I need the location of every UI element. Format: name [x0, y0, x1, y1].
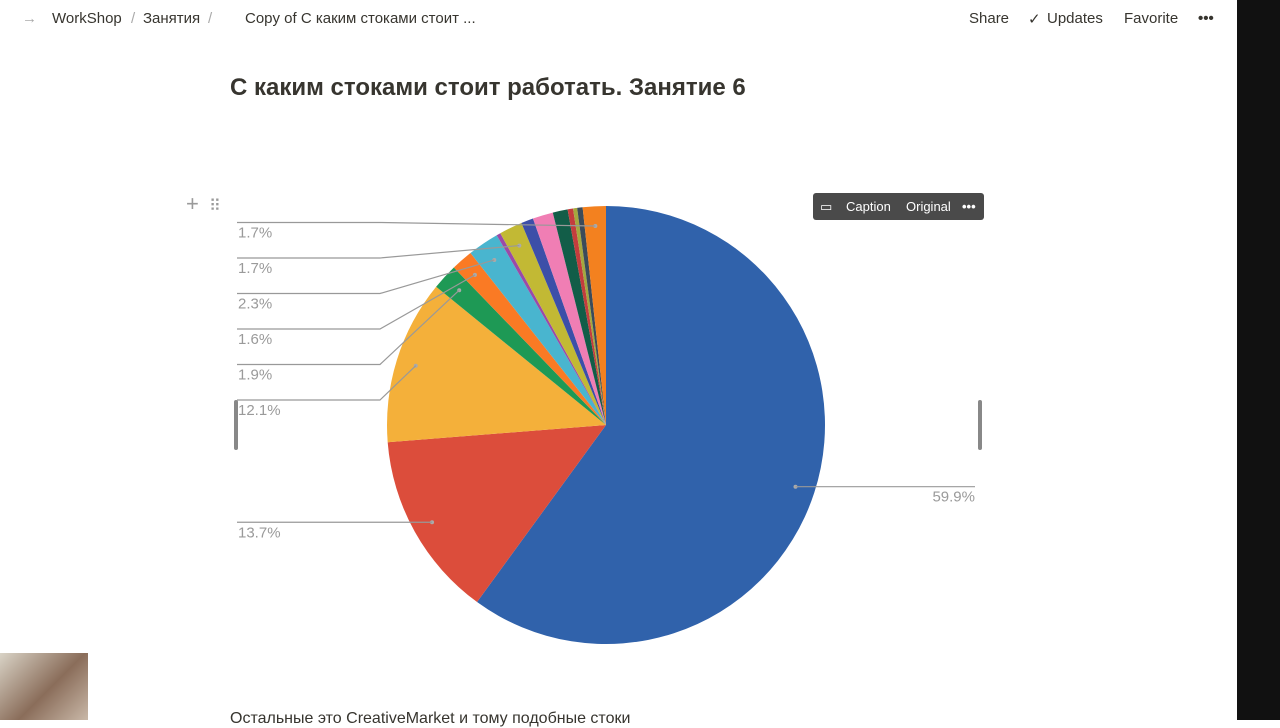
data-label: 1.7%: [238, 225, 272, 242]
pie-slice: [567, 208, 606, 425]
caption-button[interactable]: Caption: [846, 199, 891, 214]
pie-slice: [387, 286, 606, 443]
pie-chart: + ⠿ 59.9% 13.7% 12.1% 1.9% 1.6% 2.3% 1.7% 1.7%: [186, 191, 982, 645]
pie-slice: [500, 223, 606, 425]
leader-line: [237, 259, 495, 295]
pie-slice: [496, 233, 606, 425]
leader-line: [237, 365, 417, 401]
original-button[interactable]: Original: [906, 199, 951, 214]
resize-handle[interactable]: [234, 400, 238, 450]
more-button[interactable]: •••: [962, 199, 976, 214]
leader-line: [237, 289, 460, 366]
pie-slice: [577, 207, 606, 425]
data-label: 2.3%: [238, 296, 272, 313]
separator: /: [208, 10, 213, 27]
check-icon: ✓: [1028, 11, 1041, 28]
share-button[interactable]: Share: [969, 10, 1010, 27]
add-block-icon[interactable]: +: [186, 191, 199, 216]
pie-slice: [436, 267, 606, 425]
leader-line: [237, 221, 596, 227]
back-arrow[interactable]: →: [22, 10, 37, 27]
pie-slice: [532, 212, 606, 425]
pie-slice: [453, 252, 606, 425]
pie-slice: [582, 206, 606, 425]
updates-button[interactable]: Updates: [1047, 10, 1103, 27]
leader-line: [237, 274, 476, 330]
separator: /: [131, 10, 136, 27]
data-label: 59.9%: [932, 489, 975, 506]
pie-slice: [521, 218, 606, 425]
top-bar: → WorkShop / Занятия / Copy of С каким с…: [0, 0, 1237, 38]
data-label: 1.6%: [238, 331, 272, 348]
more-button[interactable]: •••: [1198, 10, 1214, 27]
comment-icon[interactable]: ▭: [820, 199, 833, 214]
pie-slice: [470, 235, 606, 425]
data-label: 12.1%: [238, 402, 281, 419]
page-title: С каким стоками стоит работать. Занятие …: [230, 74, 746, 101]
screen-edge: [1237, 0, 1280, 720]
data-label: 13.7%: [238, 524, 281, 541]
resize-handle[interactable]: [978, 400, 982, 450]
breadcrumb[interactable]: Copy of С каким стоками стоит ...: [245, 10, 476, 27]
image-toolbar: ▭ Caption Original •••: [813, 193, 984, 220]
leader-line: [237, 244, 520, 259]
pie-slice: [477, 206, 825, 645]
favorite-button[interactable]: Favorite: [1124, 10, 1179, 27]
drag-handle[interactable]: ⠿: [209, 198, 221, 215]
webcam-overlay: [0, 653, 88, 720]
pie-slice: [552, 209, 606, 425]
pie-slice: [387, 425, 606, 603]
pie-slice: [573, 207, 606, 425]
data-label: 1.9%: [238, 367, 272, 384]
data-label: 1.7%: [238, 260, 272, 277]
breadcrumb[interactable]: WorkShop: [52, 10, 122, 27]
breadcrumb[interactable]: Занятия: [143, 10, 201, 27]
